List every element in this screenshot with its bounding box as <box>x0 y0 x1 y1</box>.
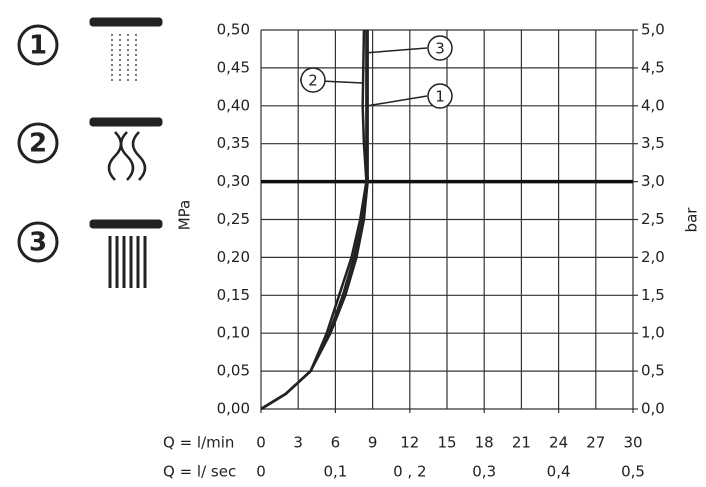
icon-number: 2 <box>29 129 47 159</box>
y-tick-label: 0,05 <box>217 362 250 380</box>
y-tick-label: 0,35 <box>217 134 250 152</box>
y-tick-label: 0,00 <box>217 400 250 418</box>
y2-tick-label: 3,5 <box>641 134 665 152</box>
y2-tick-label: 4,0 <box>641 96 665 114</box>
x-tick-label: 12 <box>400 434 419 452</box>
series-label: 1 <box>435 88 445 106</box>
series-label: 3 <box>435 40 445 58</box>
icon-number: 1 <box>29 31 47 61</box>
series-label: 2 <box>308 72 318 90</box>
x-tick-label: 24 <box>549 434 568 452</box>
series-line <box>260 30 369 411</box>
y-tick-label: 0,50 <box>217 21 250 39</box>
x-tick-label: 18 <box>475 434 494 452</box>
x2-tick-label: 0,4 <box>547 463 571 481</box>
y-axis-label: MPa <box>176 200 194 231</box>
y2-tick-label: 4,5 <box>641 58 665 76</box>
x2-tick-label: 0,3 <box>472 463 496 481</box>
series-label-circle <box>427 35 453 61</box>
y2-tick-label: 0,0 <box>641 400 665 418</box>
series-label-circle <box>300 67 326 93</box>
x2-tick-label: 0 , 2 <box>393 463 426 481</box>
y2-tick-label: 1,0 <box>641 324 665 342</box>
y-tick-label: 0,20 <box>217 248 250 266</box>
y2-axis-label: bar <box>683 207 701 233</box>
x-tick-label: 3 <box>293 434 303 452</box>
x-tick-label: 6 <box>331 434 341 452</box>
series-label-circle <box>427 83 453 109</box>
y2-tick-label: 2,5 <box>641 210 665 228</box>
x2-tick-label: 0 <box>256 463 266 481</box>
y-tick-label: 0,45 <box>217 58 250 76</box>
leader-line <box>367 95 428 107</box>
shower-icons <box>17 17 163 288</box>
y-tick-label: 0,10 <box>217 324 250 342</box>
y2-tick-label: 5,0 <box>641 21 665 39</box>
x-tick-label: 27 <box>586 434 605 452</box>
x-tick-label: 21 <box>512 434 531 452</box>
y-tick-label: 0,15 <box>217 286 250 304</box>
leader-line <box>367 47 428 54</box>
y-tick-label: 0,30 <box>217 172 250 190</box>
x-tick-label: 9 <box>368 434 378 452</box>
x2-axis-label: Q = l/ sec <box>163 463 236 481</box>
y-tick-label: 0,40 <box>217 96 250 114</box>
x2-tick-label: 0,1 <box>323 463 347 481</box>
y2-tick-label: 0,5 <box>641 362 665 380</box>
x-tick-label: 15 <box>437 434 456 452</box>
x-tick-label: 0 <box>256 434 266 452</box>
x2-tick-label: 0,5 <box>621 463 645 481</box>
x-axis-label: Q = l/min <box>163 434 234 452</box>
y2-tick-label: 1,5 <box>641 286 665 304</box>
icon-number: 3 <box>29 228 47 258</box>
y-tick-label: 0,25 <box>217 210 250 228</box>
x-tick-label: 30 <box>623 434 642 452</box>
y2-tick-label: 3,0 <box>641 172 665 190</box>
y2-tick-label: 2,0 <box>641 248 665 266</box>
